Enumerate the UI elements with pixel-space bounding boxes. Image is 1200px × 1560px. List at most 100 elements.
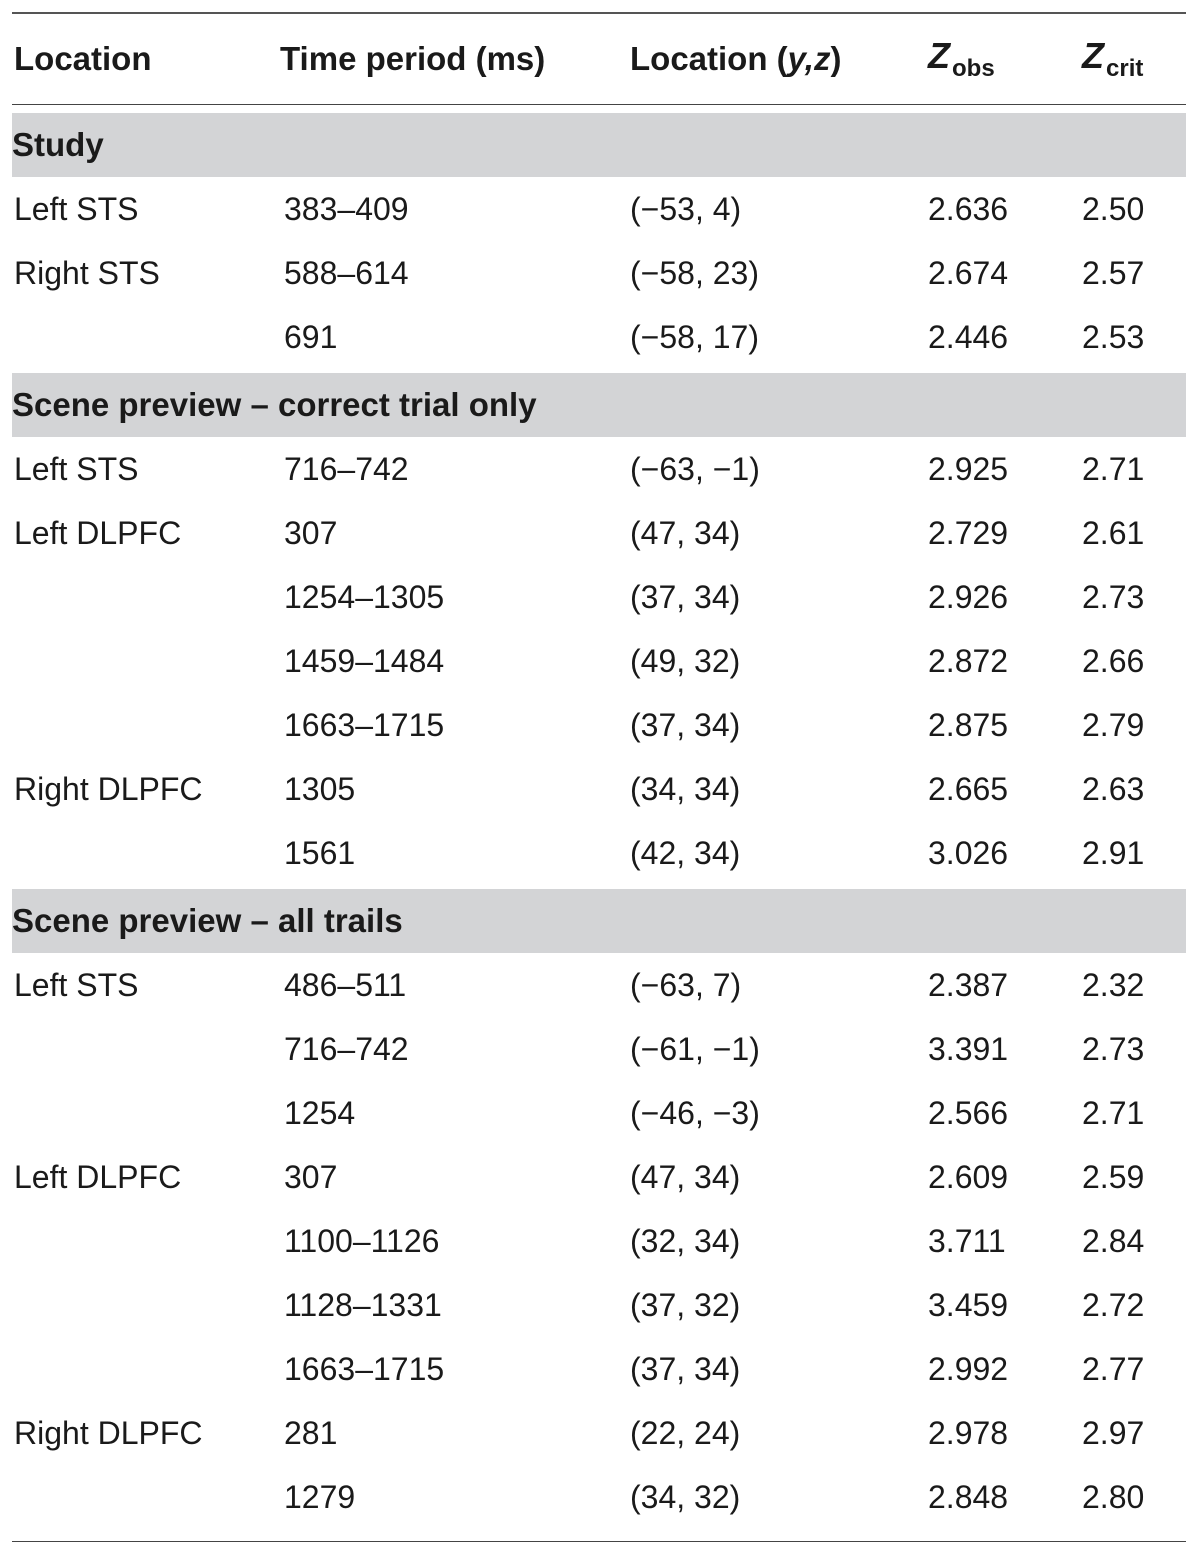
cell-coords: (42, 34)	[630, 834, 741, 871]
cell-zcrit: 2.53	[1082, 318, 1145, 355]
cell-time-period: 307	[284, 1158, 338, 1195]
table-row: 691 (−58, 17) 2.446 2.53	[12, 305, 1186, 369]
cell-time-period: 383–409	[284, 190, 409, 227]
cell-coords: (47, 34)	[630, 1158, 741, 1195]
cell-time-period: 486–511	[284, 966, 407, 1003]
cell-time-period: 1254–1305	[284, 578, 445, 615]
cell-coords: (37, 34)	[630, 578, 741, 615]
cell-zcrit: 2.84	[1082, 1222, 1145, 1259]
header-zobs: Zobs	[928, 35, 995, 82]
cell-zobs: 3.391	[928, 1030, 1009, 1067]
cell-time-period: 307	[284, 514, 338, 551]
cell-zobs: 2.978	[928, 1414, 1009, 1451]
table-row: 1663–1715 (37, 34) 2.875 2.79	[12, 693, 1186, 757]
table-body: Study Left STS 383–409 (−53, 4) 2.636 2.50 Rig…	[12, 113, 1186, 1529]
cell-coords: (34, 34)	[630, 770, 741, 807]
cell-zcrit: 2.73	[1082, 578, 1145, 615]
cell-zobs: 2.925	[928, 450, 1009, 487]
cell-zcrit: 2.80	[1082, 1478, 1145, 1515]
cell-zcrit: 2.71	[1082, 450, 1145, 487]
cell-time-period: 716–742	[284, 1030, 409, 1067]
cell-time-period: 588–614	[284, 254, 409, 291]
cell-zcrit: 2.50	[1082, 190, 1145, 227]
cell-coords: (−63, 7)	[630, 966, 742, 1003]
table-row: 1254–1305 (37, 34) 2.926 2.73	[12, 565, 1186, 629]
cell-zcrit: 2.73	[1082, 1030, 1145, 1067]
cell-time-period: 1254	[284, 1094, 356, 1131]
table-row: Left STS 383–409 (−53, 4) 2.636 2.50	[12, 177, 1186, 241]
table-row: Left STS 486–511 (−63, 7) 2.387 2.32	[12, 953, 1186, 1017]
cell-zobs: 2.992	[928, 1350, 1009, 1387]
cell-zcrit: 2.66	[1082, 642, 1145, 679]
cell-location: Left DLPFC	[14, 1158, 182, 1195]
section-title: Scene preview – correct trial only	[12, 386, 537, 423]
cell-zcrit: 2.32	[1082, 966, 1145, 1003]
cell-zobs: 2.609	[928, 1158, 1009, 1195]
table-row: 716–742 (−61, −1) 3.391 2.73	[12, 1017, 1186, 1081]
table-row: Left STS 716–742 (−63, −1) 2.925 2.71	[12, 437, 1186, 501]
cell-time-period: 1561	[284, 834, 356, 871]
section-title: Scene preview – all trails	[12, 902, 403, 939]
cell-zobs: 3.026	[928, 834, 1009, 871]
cell-time-period: 1279	[284, 1478, 356, 1515]
cell-time-period: 1100–1126	[284, 1222, 440, 1259]
cell-zobs: 2.387	[928, 966, 1009, 1003]
cell-zcrit: 2.71	[1082, 1094, 1145, 1131]
header-zcrit: Zcrit	[1082, 35, 1144, 82]
cell-coords: (−58, 17)	[630, 318, 759, 355]
header-location-yz: Location (y,z)	[630, 40, 842, 77]
section-title: Study	[12, 126, 104, 163]
table-row: Right DLPFC 281 (22, 24) 2.978 2.97	[12, 1401, 1186, 1465]
table-row: 1254 (−46, −3) 2.566 2.71	[12, 1081, 1186, 1145]
cell-location: Right STS	[14, 254, 160, 291]
cell-location: Left DLPFC	[14, 514, 182, 551]
cell-zcrit: 2.77	[1082, 1350, 1145, 1387]
cell-location: Right DLPFC	[14, 1414, 203, 1451]
cell-time-period: 1663–1715	[284, 1350, 445, 1387]
cell-location: Left STS	[14, 190, 139, 227]
results-table: Location Time period (ms) Location (y,z)…	[12, 12, 1186, 1542]
table-row: 1459–1484 (49, 32) 2.872 2.66	[12, 629, 1186, 693]
cell-coords: (−61, −1)	[630, 1030, 760, 1067]
cell-zobs: 2.665	[928, 770, 1009, 807]
cell-coords: (−46, −3)	[630, 1094, 760, 1131]
table-row: Left DLPFC 307 (47, 34) 2.729 2.61	[12, 501, 1186, 565]
cell-time-period: 716–742	[284, 450, 409, 487]
cell-zcrit: 2.57	[1082, 254, 1145, 291]
cell-coords: (22, 24)	[630, 1414, 741, 1451]
cell-zobs: 2.729	[928, 514, 1009, 551]
table-row: Left DLPFC 307 (47, 34) 2.609 2.59	[12, 1145, 1186, 1209]
cell-time-period: 1128–1331	[284, 1286, 442, 1323]
cell-coords: (−53, 4)	[630, 190, 742, 227]
cell-time-period: 1663–1715	[284, 706, 445, 743]
table-row: 1128–1331 (37, 32) 3.459 2.72	[12, 1273, 1186, 1337]
cell-zobs: 3.711	[928, 1222, 1006, 1259]
header-time-period: Time period (ms)	[280, 40, 546, 77]
cell-coords: (−63, −1)	[630, 450, 760, 487]
cell-location: Left STS	[14, 450, 139, 487]
table-row: 1100–1126 (32, 34) 3.711 2.84	[12, 1209, 1186, 1273]
cell-zcrit: 2.91	[1082, 834, 1145, 871]
cell-time-period: 691	[284, 318, 338, 355]
table-row: 1663–1715 (37, 34) 2.992 2.77	[12, 1337, 1186, 1401]
cell-zobs: 3.459	[928, 1286, 1009, 1323]
cell-coords: (−58, 23)	[630, 254, 759, 291]
cell-zcrit: 2.72	[1082, 1286, 1145, 1323]
table-header: Location Time period (ms) Location (y,z)…	[12, 14, 1186, 104]
cell-zobs: 2.636	[928, 190, 1009, 227]
cell-zobs: 2.926	[928, 578, 1009, 615]
cell-time-period: 1459–1484	[284, 642, 445, 679]
cell-coords: (32, 34)	[630, 1222, 741, 1259]
top-rule	[12, 12, 1186, 14]
cell-location: Right DLPFC	[14, 770, 203, 807]
section-header: Study	[12, 113, 1186, 177]
cell-time-period: 281	[284, 1414, 338, 1451]
cell-zcrit: 2.79	[1082, 706, 1145, 743]
table-row: Right DLPFC 1305 (34, 34) 2.665 2.63	[12, 757, 1186, 821]
cell-zcrit: 2.63	[1082, 770, 1145, 807]
cell-zobs: 2.566	[928, 1094, 1009, 1131]
cell-zobs: 2.872	[928, 642, 1009, 679]
cell-coords: (37, 34)	[630, 706, 741, 743]
header-rule	[12, 104, 1186, 105]
cell-zcrit: 2.59	[1082, 1158, 1145, 1195]
